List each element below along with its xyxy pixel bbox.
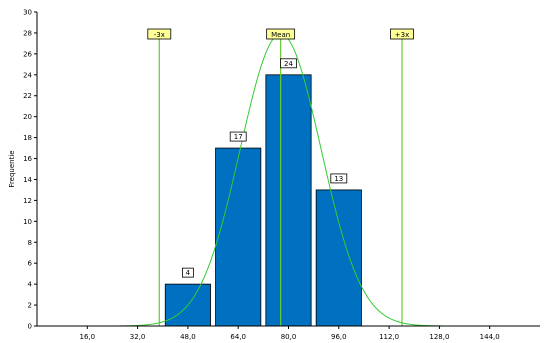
x-tick-label-5: 96,0 [331, 333, 347, 341]
data-label-2: 24 [284, 60, 293, 68]
y-tick-label-11: 22 [23, 92, 32, 100]
marker-label-box-1 [266, 28, 296, 40]
y-tick-label-8: 16 [23, 155, 32, 163]
x-tick-label-6: 112,0 [379, 333, 399, 341]
y-tick-label-6: 12 [23, 197, 32, 205]
labels-group: 4 17 24 13 -3x Mean +3x [147, 28, 414, 278]
x-tick-label-7: 128,0 [429, 333, 449, 341]
marker-label-box-0 [147, 28, 172, 40]
y-tick-label-14: 28 [23, 29, 32, 37]
y-tick-label-15: 30 [23, 9, 32, 17]
bars-group [164, 74, 362, 327]
y-tick-label-0: 0 [28, 323, 32, 331]
marker-label-1: Mean [271, 31, 290, 39]
y-tick-label-10: 20 [23, 113, 32, 121]
x-tick-label-0: 16,0 [80, 333, 96, 341]
y-tick-label-1: 2 [28, 302, 32, 310]
bar-2 [265, 74, 312, 327]
data-label-box-1 [229, 131, 247, 142]
y-tick-label-4: 8 [28, 239, 32, 247]
bar-3 [315, 189, 362, 327]
x-tick-label-3: 64,0 [230, 333, 246, 341]
y-tick-label-2: 4 [28, 281, 33, 289]
x-tick-label-4: 80,0 [281, 333, 297, 341]
y-tick-label-3: 6 [28, 260, 33, 268]
data-label-box-0 [181, 267, 194, 278]
y-tick-label-13: 26 [23, 50, 32, 58]
y-tick-label-5: 10 [23, 218, 32, 226]
y-tick-label-12: 24 [23, 71, 32, 79]
marker-label-box-2 [390, 28, 414, 40]
x-tick-label-8: 144,0 [480, 333, 500, 341]
marker-label-2: +3x [395, 31, 409, 39]
marker-label-0: -3x [154, 31, 165, 39]
data-label-0: 4 [186, 269, 191, 277]
y-tick-label-9: 18 [23, 134, 32, 142]
x-tick-label-2: 48,0 [180, 333, 196, 341]
markers-group [158, 38, 403, 326]
x-tick-label-1: 32,0 [130, 333, 146, 341]
data-label-box-2 [280, 58, 297, 69]
data-label-box-3 [330, 173, 348, 184]
y-tick-label-7: 14 [23, 176, 32, 184]
data-label-1: 17 [234, 133, 243, 141]
y-axis-label: Frequentie [8, 150, 16, 187]
data-label-3: 13 [334, 175, 343, 183]
bar-1 [215, 147, 262, 327]
